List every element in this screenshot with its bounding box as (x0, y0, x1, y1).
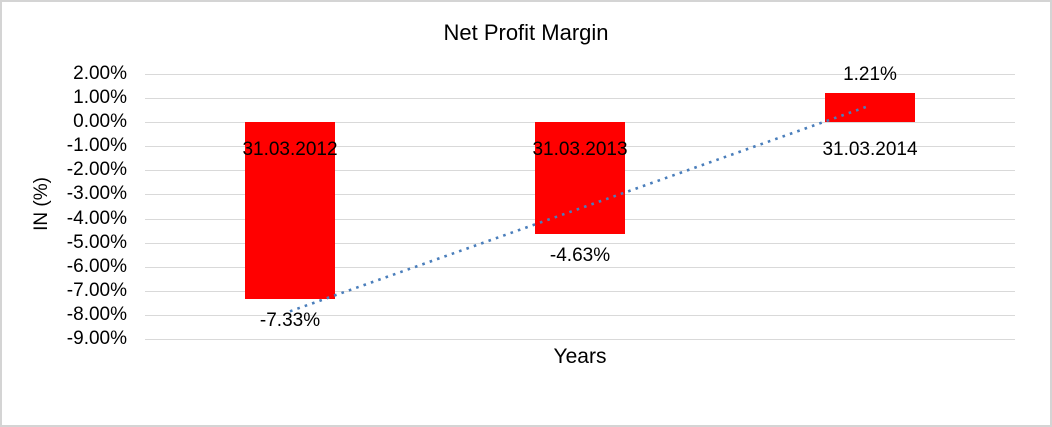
y-tick-label: -5.00% (66, 231, 127, 253)
y-tick-label: -4.00% (66, 207, 127, 229)
category-label: 31.03.2013 (532, 139, 628, 160)
y-tick-label: -3.00% (66, 183, 127, 205)
category-label: 31.03.2012 (242, 139, 338, 160)
y-tick-label: -2.00% (66, 159, 127, 181)
y-tick-label: -6.00% (66, 255, 127, 277)
y-tick-label: -7.00% (66, 279, 127, 301)
y-tick-label: 0.00% (73, 111, 127, 133)
y-tick-label: 2.00% (73, 63, 127, 84)
gridline (145, 98, 1015, 100)
y-tick-label: -1.00% (66, 135, 127, 157)
chart-title: Net Profit Margin (443, 20, 609, 45)
y-tick-label: 1.00% (73, 87, 127, 109)
bar-31.03.2014 (825, 93, 915, 123)
y-tick-label: -9.00% (66, 328, 127, 349)
value-label: -4.63% (549, 244, 611, 266)
y-axis-title: IN (%) (31, 177, 52, 231)
gridline (145, 314, 1015, 316)
value-label: 1.21% (843, 64, 897, 86)
plot-area (145, 74, 1015, 340)
value-label: -7.33% (259, 309, 321, 331)
gridline (145, 339, 1015, 340)
y-axis-tick-labels: 2.00% 1.00% 0.00% -1.00% -2.00% -3.00% -4.00% -… (2, 2, 129, 425)
x-axis-title: Years (553, 345, 607, 368)
y-tick-label: -8.00% (66, 303, 127, 325)
gridline (145, 74, 1015, 75)
category-label: 31.03.2014 (822, 139, 918, 160)
